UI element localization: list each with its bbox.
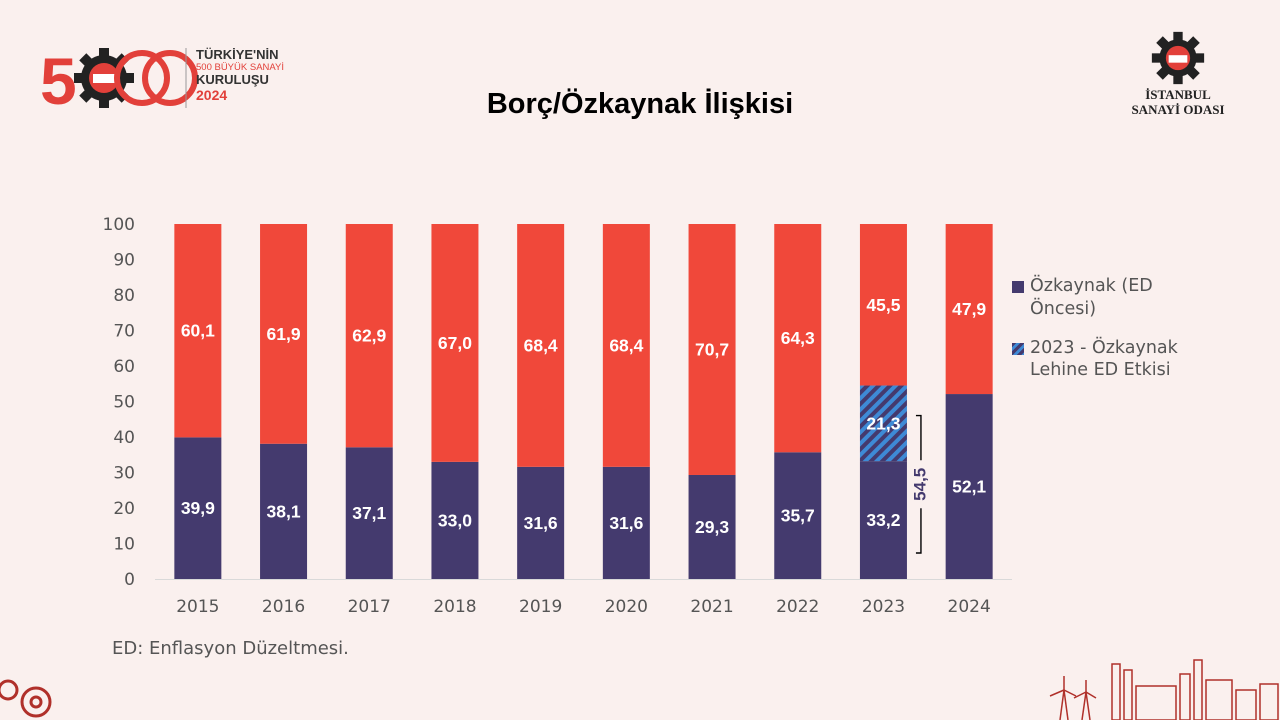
y-tick-label: 90 bbox=[113, 251, 135, 271]
data-label: 61,9 bbox=[267, 324, 301, 344]
x-tick-label: 2017 bbox=[348, 597, 391, 617]
iso-wordmark: İSTANBUL SANAYİ ODASI bbox=[1110, 87, 1246, 118]
bar-equity bbox=[431, 461, 479, 579]
legend-swatch-equity bbox=[1012, 281, 1024, 293]
bar-equity bbox=[174, 437, 222, 579]
data-label: 68,4 bbox=[609, 335, 643, 355]
data-label: 39,9 bbox=[181, 498, 215, 518]
bar-equity bbox=[774, 452, 822, 579]
x-tick-label: 2022 bbox=[776, 597, 819, 617]
x-tick-label: 2024 bbox=[948, 597, 991, 617]
logo-line1: TÜRKİYE'NİN bbox=[196, 47, 279, 62]
svg-text:5: 5 bbox=[40, 44, 77, 115]
x-tick-label: 2020 bbox=[605, 597, 648, 617]
bar-debt bbox=[602, 224, 650, 467]
y-tick-label: 70 bbox=[113, 322, 135, 342]
data-label: 47,9 bbox=[952, 299, 986, 319]
turkiye-500-logo: 5 bbox=[40, 44, 198, 115]
bar-debt bbox=[774, 224, 822, 453]
legend-label: Özkaynak (ED Öncesi) bbox=[1030, 276, 1153, 319]
data-label: 31,6 bbox=[524, 513, 558, 533]
bar-debt bbox=[517, 224, 565, 467]
data-label: 37,1 bbox=[352, 503, 386, 523]
footnote: ED: Enflasyon Düzeltmesi. bbox=[112, 638, 349, 659]
y-tick-label: 30 bbox=[113, 464, 135, 484]
x-tick-label: 2023 bbox=[862, 597, 905, 617]
logo-line2: 500 BÜYÜK SANAYİ bbox=[196, 61, 285, 73]
legend-item-ed-effect: 2023 - Özkaynak Lehine ED Etkisi bbox=[1012, 337, 1212, 383]
gear-icon bbox=[74, 48, 134, 108]
logo-year: 2024 bbox=[196, 86, 228, 103]
bar-debt bbox=[431, 224, 479, 462]
data-label: 38,1 bbox=[267, 501, 301, 521]
y-tick-label: 80 bbox=[113, 286, 135, 306]
bar-equity bbox=[602, 466, 650, 579]
x-tick-label: 2019 bbox=[519, 597, 562, 617]
bar-debt bbox=[859, 224, 907, 386]
bar-debt bbox=[688, 224, 736, 475]
legend-label: 2023 - Özkaynak Lehine ED Etkisi bbox=[1030, 337, 1178, 381]
logo-left-text: TÜRKİYE'NİN 500 BÜYÜK SANAYİ KURULUŞU 20… bbox=[196, 47, 285, 103]
data-label: 62,9 bbox=[352, 326, 386, 346]
bar-equity bbox=[859, 461, 907, 579]
data-label: 29,3 bbox=[695, 517, 729, 537]
data-label: 52,1 bbox=[952, 477, 986, 497]
data-label: 64,3 bbox=[781, 328, 815, 348]
legend-item-equity: Özkaynak (ED Öncesi) bbox=[1012, 275, 1212, 321]
data-label: 68,4 bbox=[524, 335, 558, 355]
data-label: 45,5 bbox=[866, 295, 900, 315]
x-tick-label: 2015 bbox=[176, 597, 219, 617]
logo-line3: KURULUŞU bbox=[196, 72, 269, 88]
y-tick-label: 20 bbox=[113, 499, 135, 519]
bar-equity bbox=[260, 443, 308, 579]
data-label: 31,6 bbox=[609, 513, 643, 533]
data-label: 33,0 bbox=[438, 510, 472, 530]
bar-equity bbox=[517, 466, 565, 579]
y-tick-label: 10 bbox=[113, 535, 135, 555]
bracket-label: 54,5 bbox=[910, 468, 929, 501]
iso-line2: SANAYİ ODASI bbox=[1131, 101, 1225, 117]
bar-equity bbox=[345, 447, 393, 579]
y-tick-label: 40 bbox=[113, 428, 135, 448]
bar-equity bbox=[945, 394, 993, 579]
legend-swatch-ed-effect bbox=[1012, 342, 1024, 355]
data-label: 60,1 bbox=[181, 321, 215, 341]
x-tick-label: 2021 bbox=[690, 597, 733, 617]
y-tick-label: 0 bbox=[124, 570, 135, 590]
y-tick-label: 50 bbox=[113, 393, 135, 413]
factory-skyline-icon bbox=[1049, 659, 1279, 720]
bar-debt bbox=[260, 224, 308, 444]
chart-legend: Özkaynak (ED Öncesi) 2023 - Özkaynak Leh… bbox=[1012, 275, 1212, 398]
data-label: 33,2 bbox=[866, 510, 900, 530]
bracket-label-bg bbox=[909, 460, 932, 509]
y-tick-label: 60 bbox=[113, 357, 135, 377]
page-title: Borç/Özkaynak İlişkisi bbox=[486, 88, 794, 120]
iso-gear-icon bbox=[1151, 31, 1205, 85]
bar-ed-effect bbox=[859, 385, 907, 462]
x-tick-label: 2018 bbox=[433, 597, 476, 617]
data-label: 21,3 bbox=[866, 413, 900, 433]
bar-equity bbox=[688, 474, 736, 579]
x-tick-label: 2016 bbox=[262, 597, 305, 617]
bar-debt bbox=[174, 224, 222, 438]
data-label: 67,0 bbox=[438, 333, 472, 353]
gears-decoration-icon bbox=[0, 679, 52, 718]
y-tick-label: 100 bbox=[103, 215, 135, 235]
iso-line1: İSTANBUL bbox=[1145, 87, 1211, 102]
bar-debt bbox=[345, 224, 393, 448]
data-label: 35,7 bbox=[781, 506, 815, 526]
bar-debt bbox=[945, 224, 993, 395]
data-label: 70,7 bbox=[695, 339, 729, 359]
